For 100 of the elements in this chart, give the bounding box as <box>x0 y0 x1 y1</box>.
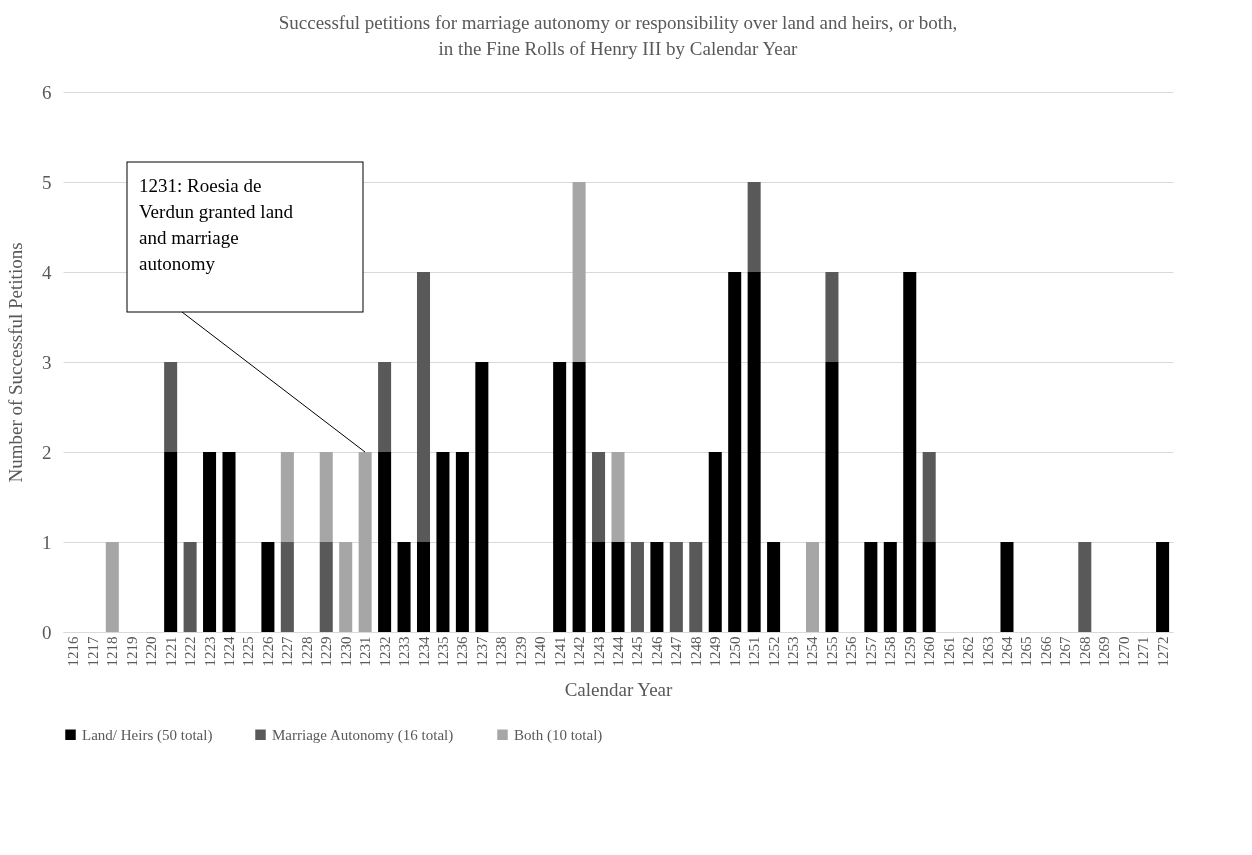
x-tick-label: 1222 <box>182 636 199 667</box>
x-tick-label: 1247 <box>668 636 685 667</box>
bar <box>572 182 586 362</box>
x-tick-label: 1227 <box>279 636 296 667</box>
x-tick-label: 1244 <box>610 636 626 667</box>
bar <box>164 452 178 632</box>
bar <box>164 362 178 452</box>
x-tick-label: 1245 <box>629 636 646 667</box>
y-tick-label: 6 <box>42 81 52 103</box>
x-tick-label: 1217 <box>84 636 101 667</box>
x-tick-label: 1223 <box>201 636 218 667</box>
bar <box>630 542 644 632</box>
x-tick-label: 1240 <box>532 636 549 667</box>
bar <box>883 542 897 632</box>
x-tick-label: 1253 <box>785 636 802 667</box>
bar <box>455 452 469 632</box>
y-tick-label: 0 <box>42 621 52 643</box>
bar <box>416 272 431 542</box>
bar <box>747 182 761 272</box>
bar <box>261 542 275 632</box>
bar <box>825 362 839 632</box>
bar <box>553 362 567 632</box>
x-tick-label: 1258 <box>882 636 899 667</box>
x-tick-label: 1239 <box>512 636 529 667</box>
y-axis-title: Number of Successful Petitions <box>5 242 26 483</box>
y-tick-label: 5 <box>42 171 52 193</box>
x-tick-label: 1256 <box>843 636 860 667</box>
x-tick-label: 1241 <box>551 636 568 667</box>
bar <box>339 542 353 632</box>
x-tick-label: 1265 <box>1018 636 1035 667</box>
legend-label: Marriage Autonomy (16 total) <box>272 726 454 744</box>
bar <box>1156 542 1170 632</box>
y-tick-label: 2 <box>42 441 52 463</box>
bar <box>280 542 294 632</box>
bar <box>767 542 781 632</box>
bar <box>222 452 236 632</box>
x-tick-label: 1238 <box>493 636 510 667</box>
x-tick-label: 1234 <box>415 636 432 667</box>
x-tick-label: 1229 <box>318 636 335 667</box>
x-tick-label: 1260 <box>921 636 938 667</box>
bar <box>378 452 392 632</box>
x-tick-label: 1249 <box>707 636 724 667</box>
bar <box>805 542 820 632</box>
y-tick-label: 4 <box>42 261 52 283</box>
bar <box>572 362 586 632</box>
x-tick-label: 1224 <box>221 636 237 667</box>
legend-label: Land/ Heirs (50 total) <box>82 726 213 744</box>
x-tick-label: 1272 <box>1154 636 1171 667</box>
x-tick-label: 1225 <box>240 636 257 667</box>
bar <box>864 542 878 632</box>
bar <box>416 542 431 632</box>
bar <box>747 272 761 632</box>
x-tick-label: 1219 <box>123 636 140 667</box>
x-tick-label: 1259 <box>901 636 918 667</box>
bar <box>183 542 197 632</box>
chart-title: Successful petitions for marriage autonomy or responsibility over land and heirs, or both, in the Fine Rolls of Henry III by Calendar Year <box>278 12 958 59</box>
x-tick-label: 1237 <box>473 636 490 667</box>
x-tick-label: 1270 <box>1115 636 1132 667</box>
x-tick-label: 1263 <box>979 636 996 667</box>
x-tick-label: 1252 <box>765 636 782 667</box>
bar <box>611 452 625 542</box>
x-tick-label: 1266 <box>1037 636 1054 667</box>
bar <box>378 362 392 452</box>
x-tick-label: 1255 <box>823 636 840 667</box>
bar <box>669 542 683 632</box>
x-tick-label: 1220 <box>143 636 160 667</box>
x-tick-label: 1221 <box>162 636 179 667</box>
x-tick-label: 1228 <box>298 636 315 667</box>
x-tick-label: 1271 <box>1135 636 1152 667</box>
x-tick-label: 1267 <box>1057 636 1074 667</box>
x-tick-label: 1261 <box>940 636 957 667</box>
bar <box>319 452 333 542</box>
x-tick-label: 1232 <box>376 636 393 667</box>
bar <box>280 452 294 542</box>
x-tick-label: 1216 <box>65 636 82 667</box>
bar <box>319 542 333 632</box>
x-tick-label: 1226 <box>259 636 276 667</box>
x-tick-label: 1264 <box>999 636 1015 667</box>
x-tick-label: 1242 <box>571 636 588 667</box>
bar <box>1078 542 1092 632</box>
x-tick-label: 1231 <box>357 636 374 667</box>
x-axis-title: Calendar Year <box>564 678 673 700</box>
bar <box>397 542 411 632</box>
x-tick-label: 1268 <box>1076 636 1093 667</box>
bar <box>728 272 742 632</box>
y-tick-label: 3 <box>42 351 52 373</box>
bar <box>708 452 722 632</box>
x-tick-label: 1254 <box>804 636 821 667</box>
bar <box>358 452 372 632</box>
bar <box>475 362 489 632</box>
bar <box>1000 542 1014 632</box>
x-tick-label: 1262 <box>960 636 977 667</box>
x-tick-label: 1251 <box>746 636 763 667</box>
x-tick-label: 1257 <box>862 636 879 667</box>
bar <box>436 452 450 632</box>
bar <box>592 452 606 542</box>
x-tick-label: 1243 <box>590 636 607 667</box>
x-tick-label: 1230 <box>337 636 354 667</box>
y-tick-label: 1 <box>42 531 52 553</box>
x-tick-label: 1250 <box>726 636 743 667</box>
